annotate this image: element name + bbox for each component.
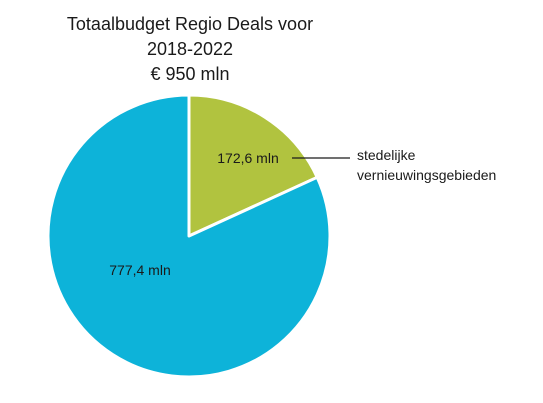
slice-label-overig: 777,4 mln <box>109 262 170 278</box>
chart-title-line-3: € 950 mln <box>150 64 229 84</box>
callout-label: stedelijke vernieuwingsgebieden <box>357 147 496 183</box>
pie-slice-overig <box>46 93 332 379</box>
slice-label-regio: 172,6 mln <box>217 150 278 166</box>
chart-title-line-1: Totaalbudget Regio Deals voor <box>67 14 313 34</box>
callout-label-line-1: stedelijke <box>357 147 416 163</box>
chart-title: Totaalbudget Regio Deals voor 2018-2022 … <box>67 14 313 84</box>
callout-label-line-2: vernieuwingsgebieden <box>357 167 496 183</box>
chart-title-line-2: 2018-2022 <box>147 39 233 59</box>
pie-slice-stedelijke <box>187 93 319 238</box>
pie-slices <box>46 93 332 379</box>
